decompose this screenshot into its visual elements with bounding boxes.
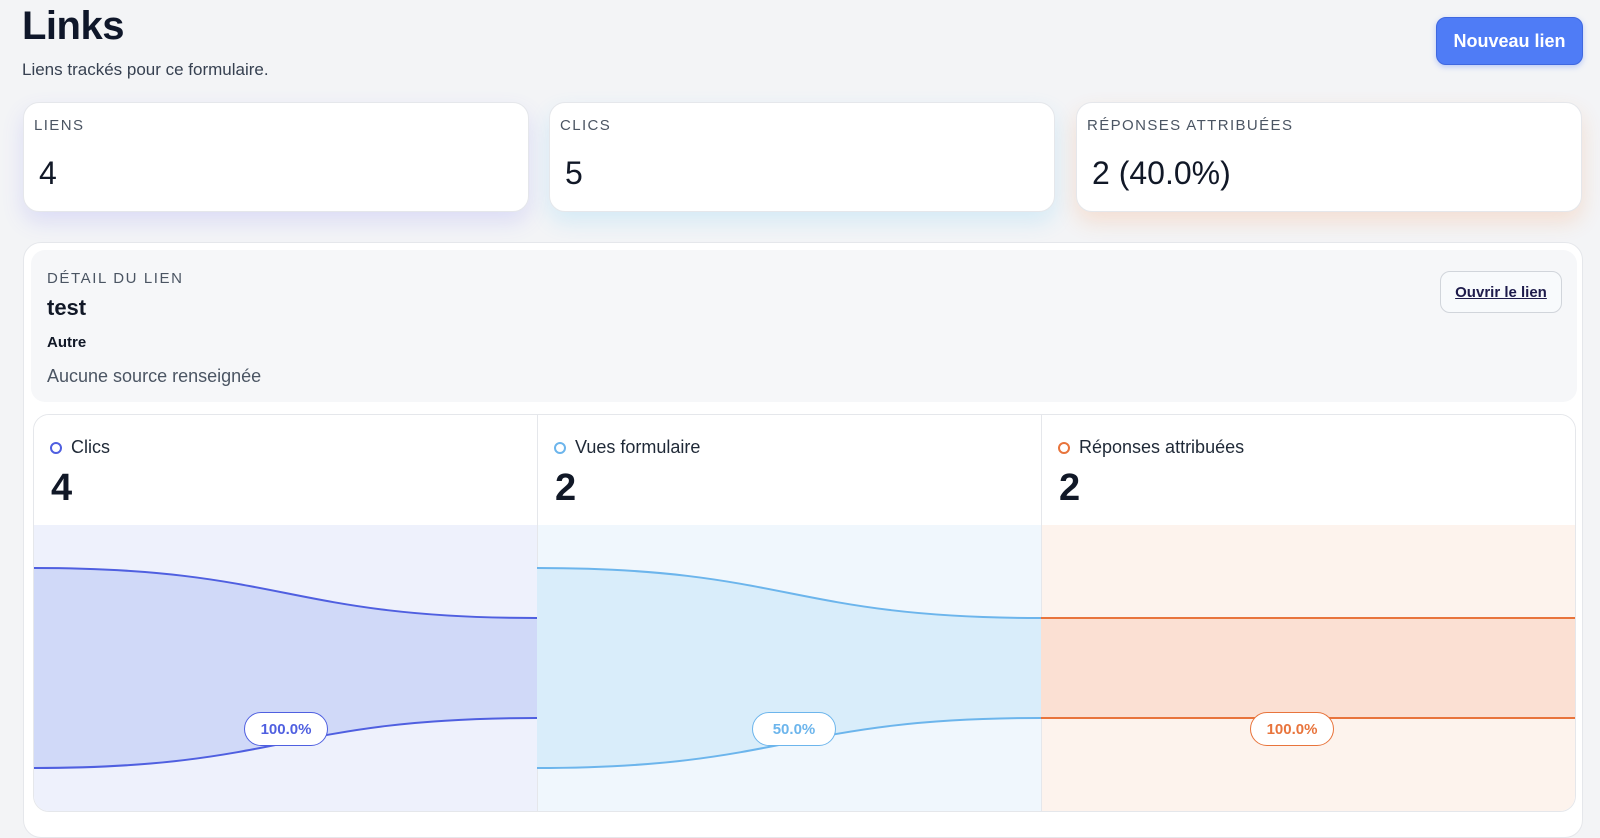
circle-outline-icon [1058, 441, 1070, 454]
funnel-flow-graphic [34, 525, 1575, 811]
funnel-band [34, 568, 537, 768]
stage-title: Clics [50, 437, 110, 458]
link-name: test [47, 295, 87, 320]
stage-value: 2 [555, 467, 577, 509]
link-detail-header: DÉTAIL DU LIEN test Autre Aucune source … [31, 250, 1577, 402]
open-link-button[interactable]: Ouvrir le lien [1440, 271, 1562, 313]
stage-title: Réponses attribuées [1058, 437, 1244, 458]
new-link-button[interactable]: Nouveau lien [1436, 17, 1583, 65]
funnel-stage-attributed-responses: Réponses attribuées 2 [1041, 415, 1575, 525]
conversion-rate-badge: 100.0% [1250, 712, 1334, 746]
page-title: Links [22, 4, 124, 48]
circle-outline-icon [554, 441, 566, 454]
stat-card-attributed-responses: RÉPONSES ATTRIBUÉES 2 (40.0%) [1076, 102, 1582, 212]
stage-name: Réponses attribuées [1079, 437, 1245, 457]
funnel-stage-clicks: Clics 4 [34, 415, 537, 525]
page-subtitle: Liens trackés pour ce formulaire. [22, 60, 269, 79]
funnel-stage-form-views: Vues formulaire 2 [537, 415, 1041, 525]
stage-name: Vues formulaire [575, 437, 701, 457]
link-source: Aucune source renseignée [47, 366, 262, 386]
funnel-top-edge [34, 567, 538, 619]
stat-value: 5 [565, 155, 583, 191]
detail-kicker: DÉTAIL DU LIEN [47, 270, 184, 287]
stat-card-links: LIENS 4 [23, 102, 529, 212]
funnel-band [1041, 618, 1575, 718]
conversion-rate-badge: 50.0% [752, 712, 836, 746]
stat-value: 4 [39, 155, 57, 191]
link-type: Autre [47, 334, 87, 351]
stat-value: 2 (40.0%) [1092, 155, 1231, 191]
circle-outline-icon [50, 441, 62, 454]
conversion-funnel: Clics 4 Vues formulaire 2 Réponses attri… [33, 414, 1576, 812]
stage-title: Vues formulaire [554, 437, 700, 458]
stat-label: LIENS [34, 117, 85, 134]
stage-name: Clics [71, 437, 110, 457]
conversion-rate-badge: 100.0% [244, 712, 328, 746]
link-detail-card: DÉTAIL DU LIEN test Autre Aucune source … [23, 242, 1583, 838]
stat-label: CLICS [560, 117, 612, 134]
stage-value: 2 [1059, 467, 1081, 509]
stat-label: RÉPONSES ATTRIBUÉES [1087, 117, 1294, 134]
funnel-band [537, 568, 1041, 768]
stat-card-clicks: CLICS 5 [549, 102, 1055, 212]
stage-value: 4 [51, 467, 73, 509]
funnel-top-edge [536, 567, 1042, 619]
